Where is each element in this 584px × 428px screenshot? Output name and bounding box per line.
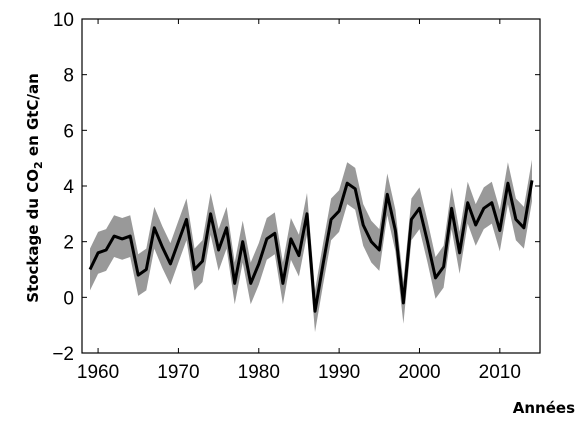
y-tick-label: 0: [63, 288, 74, 309]
co2-storage-line: [88, 180, 534, 313]
y-axis-label: Stockage du CO2 en GtC/an: [24, 73, 45, 303]
y-axis-label-subscript: 2: [32, 161, 45, 169]
x-tick-label: 1990: [318, 362, 360, 383]
y-tick-label: 6: [63, 121, 74, 142]
y-axis-label-main: Stockage du CO: [24, 169, 42, 303]
x-tick-label: 1970: [157, 362, 199, 383]
y-tick-label: 2: [63, 233, 74, 254]
x-tick-label: 1980: [238, 362, 280, 383]
x-tick-label: 2000: [398, 362, 440, 383]
x-axis-label: Années: [513, 399, 575, 417]
axis-ticks: 1960 1970 1980 1990 2000 2010 −2 0 2 4 6 8 10: [52, 10, 540, 383]
y-tick-label: 10: [53, 10, 74, 31]
x-tick-label: 1960: [77, 362, 119, 383]
y-tick-label: 4: [63, 177, 74, 198]
y-tick-label: 8: [63, 66, 74, 87]
axes-frame: [81, 18, 541, 354]
y-axis-label-unit: en GtC/an: [24, 73, 42, 161]
x-tick-label: 2010: [479, 362, 521, 383]
y-tick-label: −2: [52, 344, 74, 365]
series-line: [88, 180, 534, 313]
